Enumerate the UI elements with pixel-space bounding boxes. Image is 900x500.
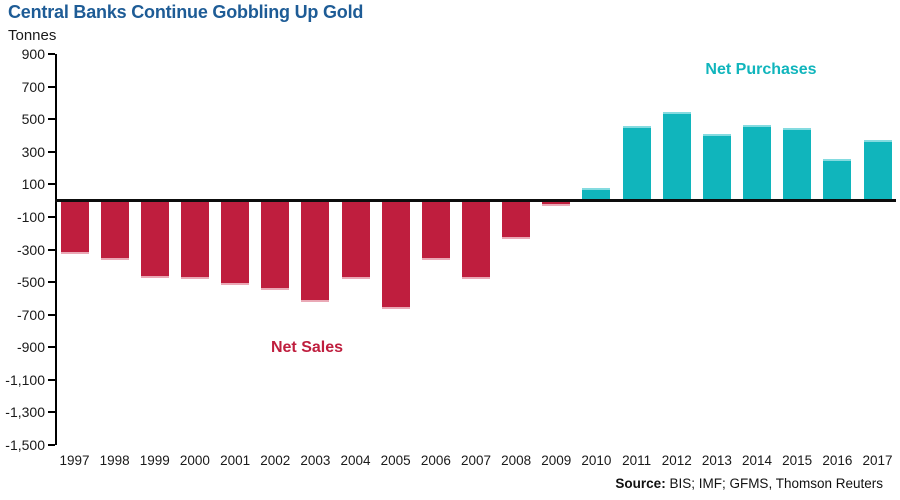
bar-1997 — [60, 200, 89, 254]
x-tick-label-2005: 2005 — [380, 453, 411, 468]
bar-2007 — [462, 200, 490, 280]
x-tick-label-2009: 2009 — [541, 453, 572, 468]
x-tick-label-2008: 2008 — [501, 453, 532, 468]
y-tick-mark — [48, 183, 55, 186]
y-axis-line — [55, 54, 57, 445]
x-tick-label-1999: 1999 — [139, 453, 170, 468]
y-tick-label: -1,500 — [5, 437, 45, 453]
x-tick-label-1997: 1997 — [59, 453, 90, 468]
y-tick-mark — [48, 85, 55, 88]
y-tick-mark — [48, 411, 55, 414]
y-tick-label: 100 — [21, 176, 45, 193]
bar-2014 — [743, 124, 772, 201]
x-tick-label-2017: 2017 — [862, 453, 893, 468]
x-tick-label-2001: 2001 — [220, 453, 251, 468]
x-tick-label-2000: 2000 — [179, 453, 210, 468]
y-tick-label: 500 — [21, 111, 45, 128]
y-tick-mark — [48, 444, 55, 446]
y-tick-mark — [48, 118, 55, 121]
y-tick-mark — [48, 53, 55, 55]
x-tick-label-2007: 2007 — [460, 453, 492, 468]
x-tick-label-2013: 2013 — [701, 453, 732, 468]
x-tick-label-1998: 1998 — [99, 453, 130, 468]
x-tick-label-2014: 2014 — [742, 453, 773, 468]
y-tick-mark — [48, 378, 55, 381]
bar-2008 — [502, 200, 531, 239]
y-tick-label: 300 — [21, 143, 45, 160]
y-tick-label: -1,300 — [5, 404, 45, 421]
bar-2016 — [823, 158, 852, 201]
x-tick-label-2011: 2011 — [622, 453, 652, 468]
bar-2013 — [702, 133, 731, 201]
bar-2010 — [582, 188, 611, 201]
bar-2011 — [622, 126, 651, 201]
y-tick-mark — [48, 313, 55, 316]
chart-title: Central Banks Continue Gobbling Up Gold — [8, 2, 364, 22]
bar-2003 — [301, 200, 330, 302]
x-tick-label-2015: 2015 — [782, 453, 813, 468]
x-tick-label-2002: 2002 — [260, 453, 291, 468]
y-tick-label: 700 — [21, 78, 45, 95]
x-tick-label-2003: 2003 — [300, 453, 331, 468]
y-tick-mark — [48, 150, 55, 153]
bar-2017 — [863, 140, 892, 201]
net-purchases-annotation: Net Purchases — [705, 61, 817, 78]
bar-2015 — [783, 128, 812, 201]
x-tick-label-2012: 2012 — [661, 453, 692, 468]
x-tick-label-2016: 2016 — [822, 453, 853, 468]
bar-2012 — [662, 111, 691, 201]
source-attribution: Source: BIS; IMF; GFMS, Thomson Reuters — [615, 476, 883, 491]
bar-2006 — [421, 200, 450, 261]
zero-baseline — [55, 199, 896, 202]
x-tick-label-2010: 2010 — [581, 453, 612, 468]
x-tick-label-2006: 2006 — [420, 453, 451, 468]
y-tick-label: -900 — [16, 339, 45, 356]
bar-2002 — [261, 200, 290, 290]
y-tick-mark — [48, 281, 55, 284]
net-sales-annotation: Net Sales — [270, 339, 344, 356]
x-tick-label-2004: 2004 — [340, 453, 371, 468]
bar-2004 — [341, 200, 370, 279]
bar-2001 — [221, 200, 250, 286]
y-tick-label: -300 — [16, 241, 45, 258]
bar-1998 — [100, 200, 129, 260]
y-tick-label: -1,100 — [5, 371, 45, 388]
y-tick-label: -500 — [16, 274, 45, 291]
bar-1999 — [140, 200, 169, 279]
y-tick-mark — [48, 215, 55, 218]
y-tick-label: -700 — [16, 306, 45, 323]
y-tick-mark — [48, 248, 55, 251]
bar-2009 — [542, 200, 571, 207]
bar-2000 — [180, 200, 209, 279]
y-axis-unit-label: Tonnes — [8, 27, 57, 44]
y-tick-label: -100 — [16, 208, 45, 225]
source-text: BIS; IMF; GFMS, Thomson Reuters — [665, 476, 883, 491]
y-tick-mark — [48, 346, 55, 349]
y-tick-label: 900 — [21, 46, 45, 62]
source-label: Source: — [615, 476, 666, 491]
bar-2005 — [381, 200, 410, 309]
